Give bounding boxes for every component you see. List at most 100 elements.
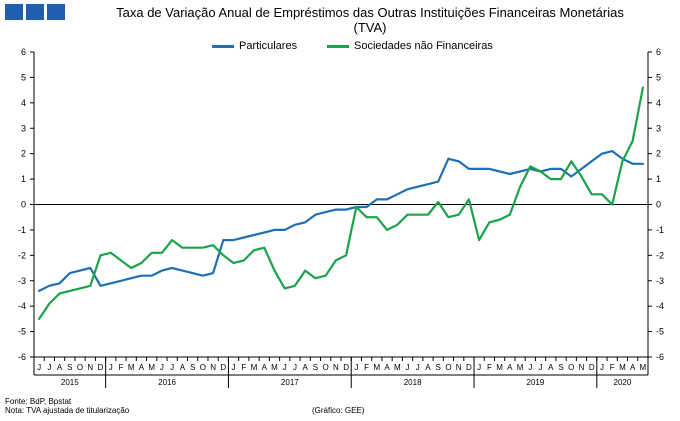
x-tick-label: A	[57, 363, 63, 372]
y-tick-label-right: -4	[656, 301, 664, 311]
x-tick-label: J	[37, 363, 41, 372]
y-tick-label-right: 4	[656, 98, 661, 108]
x-tick-label: A	[548, 363, 554, 372]
x-tick-label: D	[343, 363, 349, 372]
y-tick-label-left: -2	[18, 250, 26, 260]
series	[37, 86, 645, 320]
x-tick-label: A	[262, 363, 268, 372]
x-tick-label: F	[364, 363, 369, 372]
y-tick-label-right: -5	[656, 327, 664, 337]
legend-item-particulares: Particulares	[212, 40, 297, 52]
x-tick-label: J	[528, 363, 532, 372]
graphic-credit: (Gráfico: GEE)	[312, 406, 365, 415]
x-tick-label: M	[128, 363, 135, 372]
y-tick-label-left: 3	[21, 123, 26, 133]
x-tick-label: J	[477, 363, 481, 372]
series-line-particulares	[37, 150, 645, 292]
y-tick-label-left: 6	[21, 47, 26, 57]
x-tick-label: A	[425, 363, 431, 372]
year-label: 2015	[61, 378, 79, 387]
x-tick-label: O	[77, 363, 83, 372]
y-tick-label-right: 3	[656, 123, 661, 133]
x-tick-label: J	[416, 363, 420, 372]
x-tick-label: A	[303, 363, 309, 372]
x-tick-label: A	[630, 363, 636, 372]
x-tick-label: F	[241, 363, 246, 372]
x-tick-label: J	[160, 363, 164, 372]
y-tick-label-left: -1	[18, 225, 26, 235]
chart-title: Taxa de Variação Anual de Empréstimos da…	[60, 5, 680, 35]
x-tick-label: J	[47, 363, 51, 372]
legend-label-particulares: Particulares	[239, 40, 298, 52]
x-tick-label: J	[283, 363, 287, 372]
x-tick-label: M	[148, 363, 155, 372]
y-tick-label-right: 2	[656, 149, 661, 159]
x-tick-label: O	[568, 363, 574, 372]
x-tick-label: A	[384, 363, 390, 372]
legend-label-sociedades: Sociedades não Financeiras	[354, 40, 493, 52]
logo-block-3	[47, 4, 65, 20]
x-tick-label: S	[313, 363, 318, 372]
x-tick-label: F	[119, 363, 124, 372]
year-label: 2018	[404, 378, 422, 387]
x-tick-label: F	[610, 363, 615, 372]
x-tick-label: N	[87, 363, 93, 372]
legend-item-sociedades: Sociedades não Financeiras	[327, 40, 493, 52]
year-label: 2019	[527, 378, 545, 387]
y-tick-label-right: -6	[656, 352, 664, 362]
x-tick-label: S	[67, 363, 72, 372]
x-tick-label: A	[507, 363, 513, 372]
x-tick-label: N	[333, 363, 339, 372]
x-tick-label: N	[456, 363, 462, 372]
x-tick-label: N	[579, 363, 585, 372]
y-tick-label-right: 1	[656, 174, 661, 184]
y-tick-label-left: -5	[18, 327, 26, 337]
x-tick-label: M	[619, 363, 626, 372]
x-tick-label: J	[232, 363, 236, 372]
logo	[5, 4, 65, 20]
x-tick-label: J	[406, 363, 410, 372]
y-tick-label-left: 5	[21, 72, 26, 82]
x-tick-label: F	[487, 363, 492, 372]
source-note: Fonte: BdP, Bpstat	[5, 397, 72, 406]
y-tick-label-left: 4	[21, 98, 26, 108]
year-label: 2016	[158, 378, 176, 387]
x-tick-label: D	[220, 363, 226, 372]
year-label: 2017	[281, 378, 299, 387]
legend-swatch-sociedades	[327, 44, 349, 48]
y-tick-label-right: 5	[656, 72, 661, 82]
series-line-sociedades	[37, 86, 645, 320]
x-tick-label: M	[496, 363, 503, 372]
y-tick-label-left: 1	[21, 174, 26, 184]
x-tick-label: S	[558, 363, 563, 372]
legend-swatch-particulares	[212, 44, 234, 48]
x-tick-label: D	[589, 363, 595, 372]
x-tick-label: O	[445, 363, 451, 372]
x-tick-label: M	[517, 363, 524, 372]
y-tick-label-right: 0	[656, 200, 661, 210]
y-tick-label-right: -1	[656, 225, 664, 235]
x-tick-label: A	[180, 363, 186, 372]
x-tick-label: D	[466, 363, 472, 372]
chart-title-line1: Taxa de Variação Anual de Empréstimos da…	[116, 5, 624, 20]
x-tick-label: O	[200, 363, 206, 372]
axes	[30, 51, 652, 388]
logo-block-1	[5, 4, 23, 20]
x-tick-label: M	[251, 363, 258, 372]
x-tick-label: S	[436, 363, 441, 372]
x-tick-label: M	[373, 363, 380, 372]
x-tick-label: J	[600, 363, 604, 372]
chart-title-line2: (TVA)	[353, 20, 387, 35]
year-label: 2020	[614, 378, 632, 387]
y-tick-label-left: 0	[21, 200, 26, 210]
y-tick-label-right: 6	[656, 47, 661, 57]
x-tick-label: N	[210, 363, 216, 372]
x-tick-label: M	[640, 363, 647, 372]
x-tick-label: M	[271, 363, 278, 372]
footnote: Nota: TVA ajustada de titularização	[5, 406, 130, 415]
logo-block-2	[26, 4, 44, 20]
y-tick-label-left: -6	[18, 352, 26, 362]
y-tick-label-left: 2	[21, 149, 26, 159]
